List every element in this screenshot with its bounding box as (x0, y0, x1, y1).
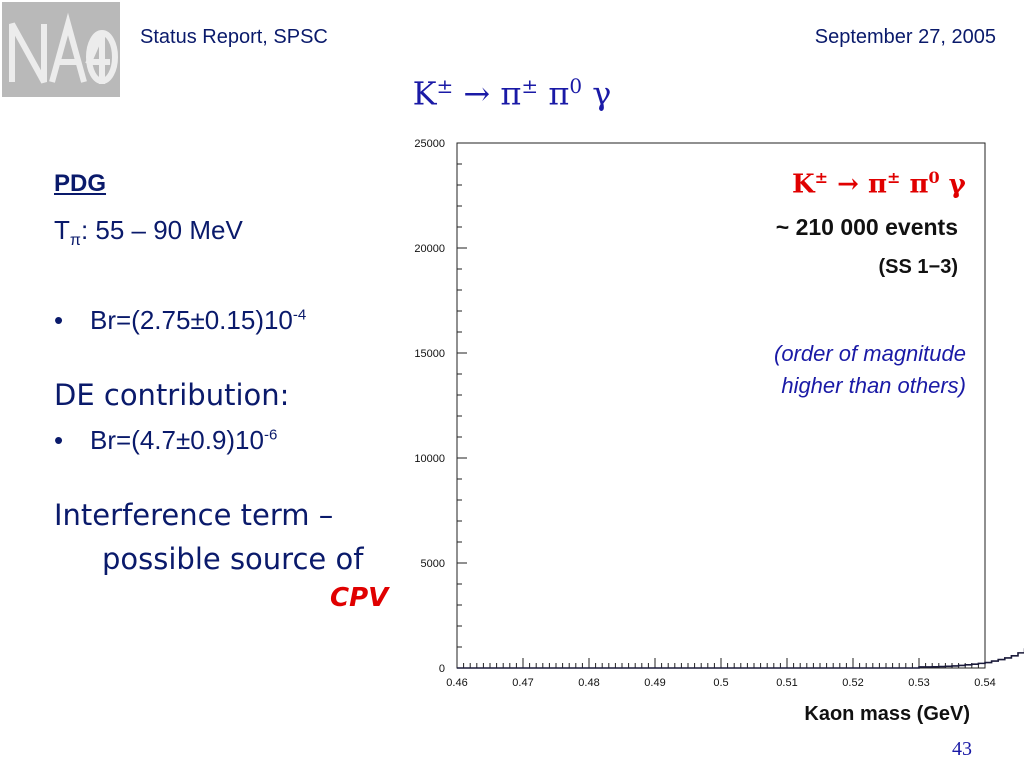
title-gamma: γ (592, 74, 612, 113)
bullet-icon: • (54, 305, 64, 335)
header-date: September 27, 2005 (814, 26, 996, 48)
plot-decay-title: K± → π± π0 γ (792, 168, 966, 200)
y-tick-label: 10000 (414, 453, 445, 465)
histogram-series (457, 648, 1024, 669)
de-contribution-label: DE contribution: (54, 378, 290, 412)
note-line-1: (order of magnitude (774, 341, 966, 366)
title-kaon-charge: ± (436, 74, 454, 98)
title-pion-charged-sup: ± (521, 74, 539, 98)
br2-text: Br=(4.7±0.9)10 (90, 425, 264, 455)
title-pion-charged: π (500, 74, 522, 113)
br1-exponent: -4 (292, 306, 307, 324)
t-pi-range: Tπ: 55 – 90 MeV (54, 215, 243, 250)
page-number: 43 (952, 738, 972, 760)
magnitude-note: (order of magnitude higher than others) (774, 338, 966, 402)
br-de: • Br=(4.7±0.9)10-6 (54, 425, 277, 456)
x-axis-label: Kaon mass (GeV) (804, 703, 970, 725)
bullet-icon: • (54, 425, 64, 455)
na48-logo (2, 2, 120, 97)
plot-title-pion2-sup: 0 (928, 168, 940, 187)
pdg-label: PDG (54, 170, 107, 197)
y-tick-label: 0 (439, 663, 445, 675)
br2-exponent: -6 (263, 426, 278, 444)
t-sub: π (69, 232, 81, 250)
title-kaon: K (412, 74, 437, 113)
x-tick-label: 0.53 (908, 677, 929, 689)
event-count: ~ 210 000 events (775, 214, 958, 240)
plot-title-arrow: → (837, 169, 859, 200)
title-pion-neutral-sup: 0 (569, 74, 583, 98)
x-tick-label: 0.5 (713, 677, 728, 689)
plot-title-gamma: γ (948, 169, 966, 200)
t-value: : 55 – 90 MeV (80, 215, 243, 245)
t-label: T (54, 215, 70, 245)
plot-title-pion1: π (867, 169, 887, 200)
plot-title-kaon: K (792, 169, 815, 200)
br-pdg: • Br=(2.75±0.15)10-4 (54, 305, 306, 336)
x-tick-label: 0.48 (578, 677, 599, 689)
note-line-2: higher than others) (781, 373, 966, 398)
plot-title-pion2: π (909, 169, 929, 200)
x-tick-label: 0.49 (644, 677, 665, 689)
plot-title-kaon-sup: ± (814, 168, 829, 187)
x-tick-label: 0.52 (842, 677, 863, 689)
y-tick-label: 25000 (414, 138, 445, 150)
title-arrow: → (463, 74, 491, 113)
y-tick-label: 5000 (421, 558, 445, 570)
cpv-label: CPV (330, 583, 389, 613)
x-tick-label: 0.51 (776, 677, 797, 689)
plot-title-pion1-sup: ± (886, 168, 901, 187)
interference-line-2: possible source of (102, 542, 364, 576)
y-tick-label: 20000 (414, 243, 445, 255)
br1-text: Br=(2.75±0.15)10 (90, 305, 293, 335)
y-tick-label: 15000 (414, 348, 445, 360)
y-ticks: 0 5000 10000 15000 20000 25000 (414, 138, 467, 675)
x-tick-label: 0.54 (974, 677, 995, 689)
interference-line-1: Interference term – (54, 498, 334, 532)
header-left-text: Status Report, SPSC (140, 26, 328, 48)
slide-title: K± → π± π0 γ (0, 74, 1024, 113)
x-tick-label: 0.46 (446, 677, 467, 689)
ss-range: (SS 1−3) (878, 256, 958, 278)
title-pion-neutral: π (548, 74, 570, 113)
x-tick-label: 0.47 (512, 677, 533, 689)
x-ticks: 0.46 0.47 0.48 0.49 0.5 0.51 0.52 0.53 0.54 (446, 658, 996, 689)
